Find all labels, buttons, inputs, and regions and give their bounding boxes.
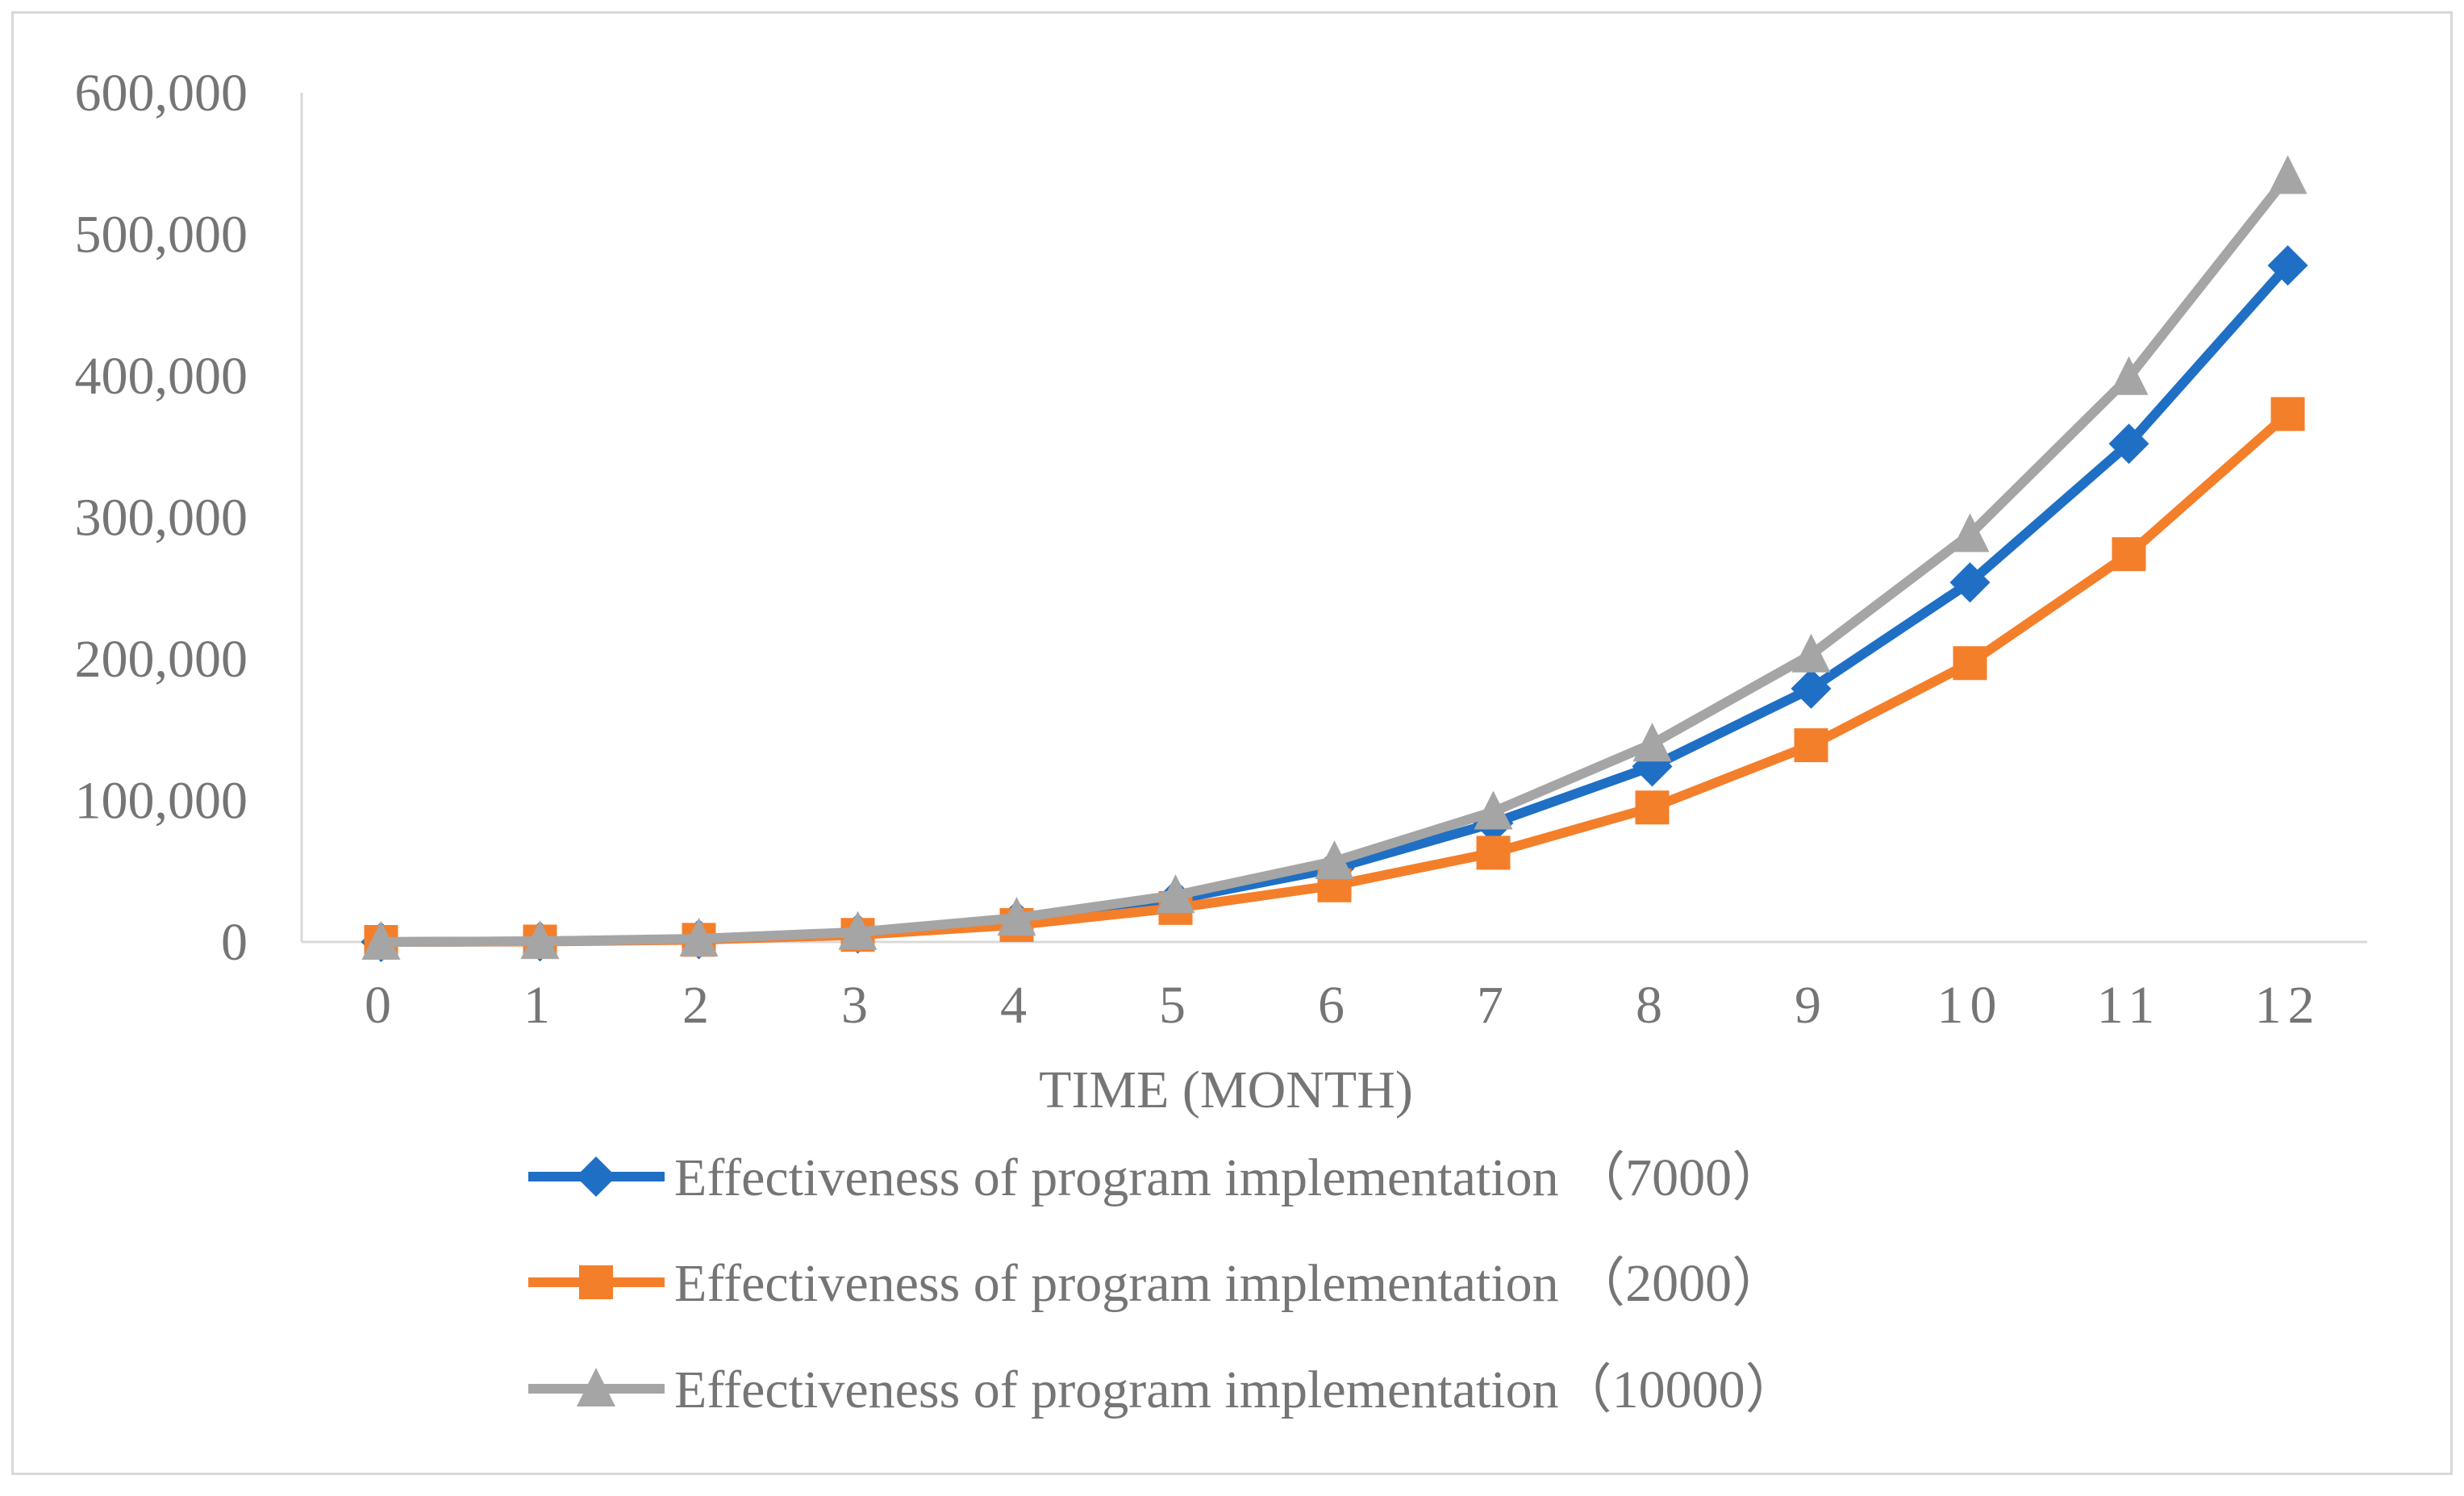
chart-frame (11, 11, 2453, 1475)
x-tick-label: 11 (2097, 976, 2162, 1035)
x-tick-label: 10 (1937, 976, 2003, 1035)
x-tick-label: 9 (1795, 976, 1828, 1035)
data-point (1949, 562, 1991, 603)
y-tick-label: 600,000 (75, 64, 248, 123)
y-tick-label: 200,000 (75, 630, 248, 689)
data-point (1950, 513, 1990, 552)
legend-marker (577, 1368, 615, 1406)
legend-label: Effectiveness of program implementation … (674, 1254, 1785, 1313)
data-point (1791, 668, 1832, 709)
x-tick-label: 3 (841, 976, 874, 1035)
legend-item: Effectiveness of program implementation … (528, 1148, 1785, 1207)
data-point (838, 911, 878, 950)
data-point (1953, 646, 1987, 681)
data-point (2268, 155, 2308, 194)
legend-item: Effectiveness of program implementation … (528, 1254, 1785, 1313)
x-tick-label: 4 (1000, 976, 1033, 1035)
data-point (1476, 836, 1511, 870)
data-point (1156, 874, 1195, 914)
x-tick-label: 2 (682, 976, 715, 1035)
x-tick-label: 12 (2255, 976, 2321, 1035)
data-point (1791, 633, 1831, 673)
y-axis: 0 100,000 200,000 300,000 400,000 500,000 600,… (75, 64, 303, 972)
legend-item: Effectiveness of program implementation（… (528, 1361, 1799, 1419)
data-point (2270, 397, 2305, 431)
x-tick-label: 0 (365, 976, 398, 1035)
y-tick-label: 500,000 (75, 206, 248, 265)
x-tick-label: 1 (523, 976, 557, 1035)
data-point (520, 920, 560, 960)
y-tick-label: 0 (221, 913, 248, 972)
data-point (361, 921, 401, 960)
data-point (2112, 537, 2146, 572)
y-tick-label: 100,000 (75, 772, 248, 831)
legend-marker (576, 1156, 616, 1197)
data-point (997, 897, 1036, 936)
data-point (2108, 423, 2149, 465)
data-point (2109, 356, 2149, 395)
data-point (1474, 790, 1513, 830)
series-lines (361, 155, 2308, 962)
legend-label: Effectiveness of program implementation … (674, 1148, 1785, 1207)
data-point (2267, 245, 2308, 286)
x-tick-label: 8 (1636, 976, 1669, 1035)
x-tick-label: 7 (1477, 976, 1510, 1035)
data-point (1315, 840, 1354, 879)
legend-marker (579, 1265, 613, 1299)
x-axis-title: TIME (MONTH) (1039, 1061, 1413, 1119)
series-triangle (361, 155, 2308, 960)
data-point (1794, 728, 1828, 763)
legend: Effectiveness of program implementation … (528, 1148, 1799, 1419)
y-tick-label: 400,000 (75, 347, 248, 406)
legend-label: Effectiveness of program implementation（… (674, 1361, 1799, 1419)
data-point (1632, 723, 1672, 762)
data-point (1635, 790, 1670, 825)
x-tick-label: 5 (1159, 976, 1192, 1035)
data-point (679, 917, 719, 956)
y-tick-label: 300,000 (75, 489, 248, 548)
x-axis: 0 1 2 3 4 5 6 7 8 9 10 11 12 (302, 940, 2367, 1035)
x-tick-label: 6 (1318, 976, 1351, 1035)
